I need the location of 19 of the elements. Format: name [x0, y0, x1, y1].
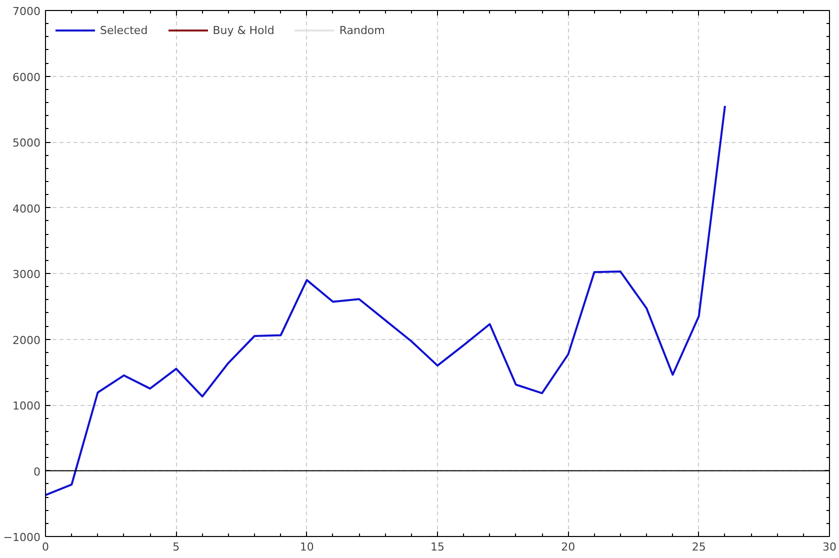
x-tick-label: 20: [561, 540, 576, 554]
legend-label: Random: [339, 24, 385, 36]
x-tick-label: 0: [42, 540, 49, 554]
x-tick-label: 25: [692, 540, 706, 554]
y-tick-label: 1000: [12, 400, 41, 412]
legend-label: Selected: [100, 24, 148, 36]
x-tick-label: 10: [300, 540, 314, 554]
x-tick-label: 15: [430, 540, 444, 554]
y-tick-label: 5000: [12, 136, 41, 150]
legend-label: Buy & Hold: [212, 24, 274, 36]
y-tick-label: −1000: [3, 531, 41, 544]
x-tick-label: 5: [172, 540, 180, 554]
y-tick-label: 6000: [12, 70, 41, 84]
y-tick-label: 0: [34, 465, 40, 478]
y-tick-label: 2000: [12, 334, 41, 347]
x-tick-label: 30: [822, 540, 836, 554]
y-tick-label: 4000: [12, 202, 41, 216]
y-tick-label: 7000: [12, 5, 41, 18]
y-tick-label: 3000: [12, 268, 41, 281]
